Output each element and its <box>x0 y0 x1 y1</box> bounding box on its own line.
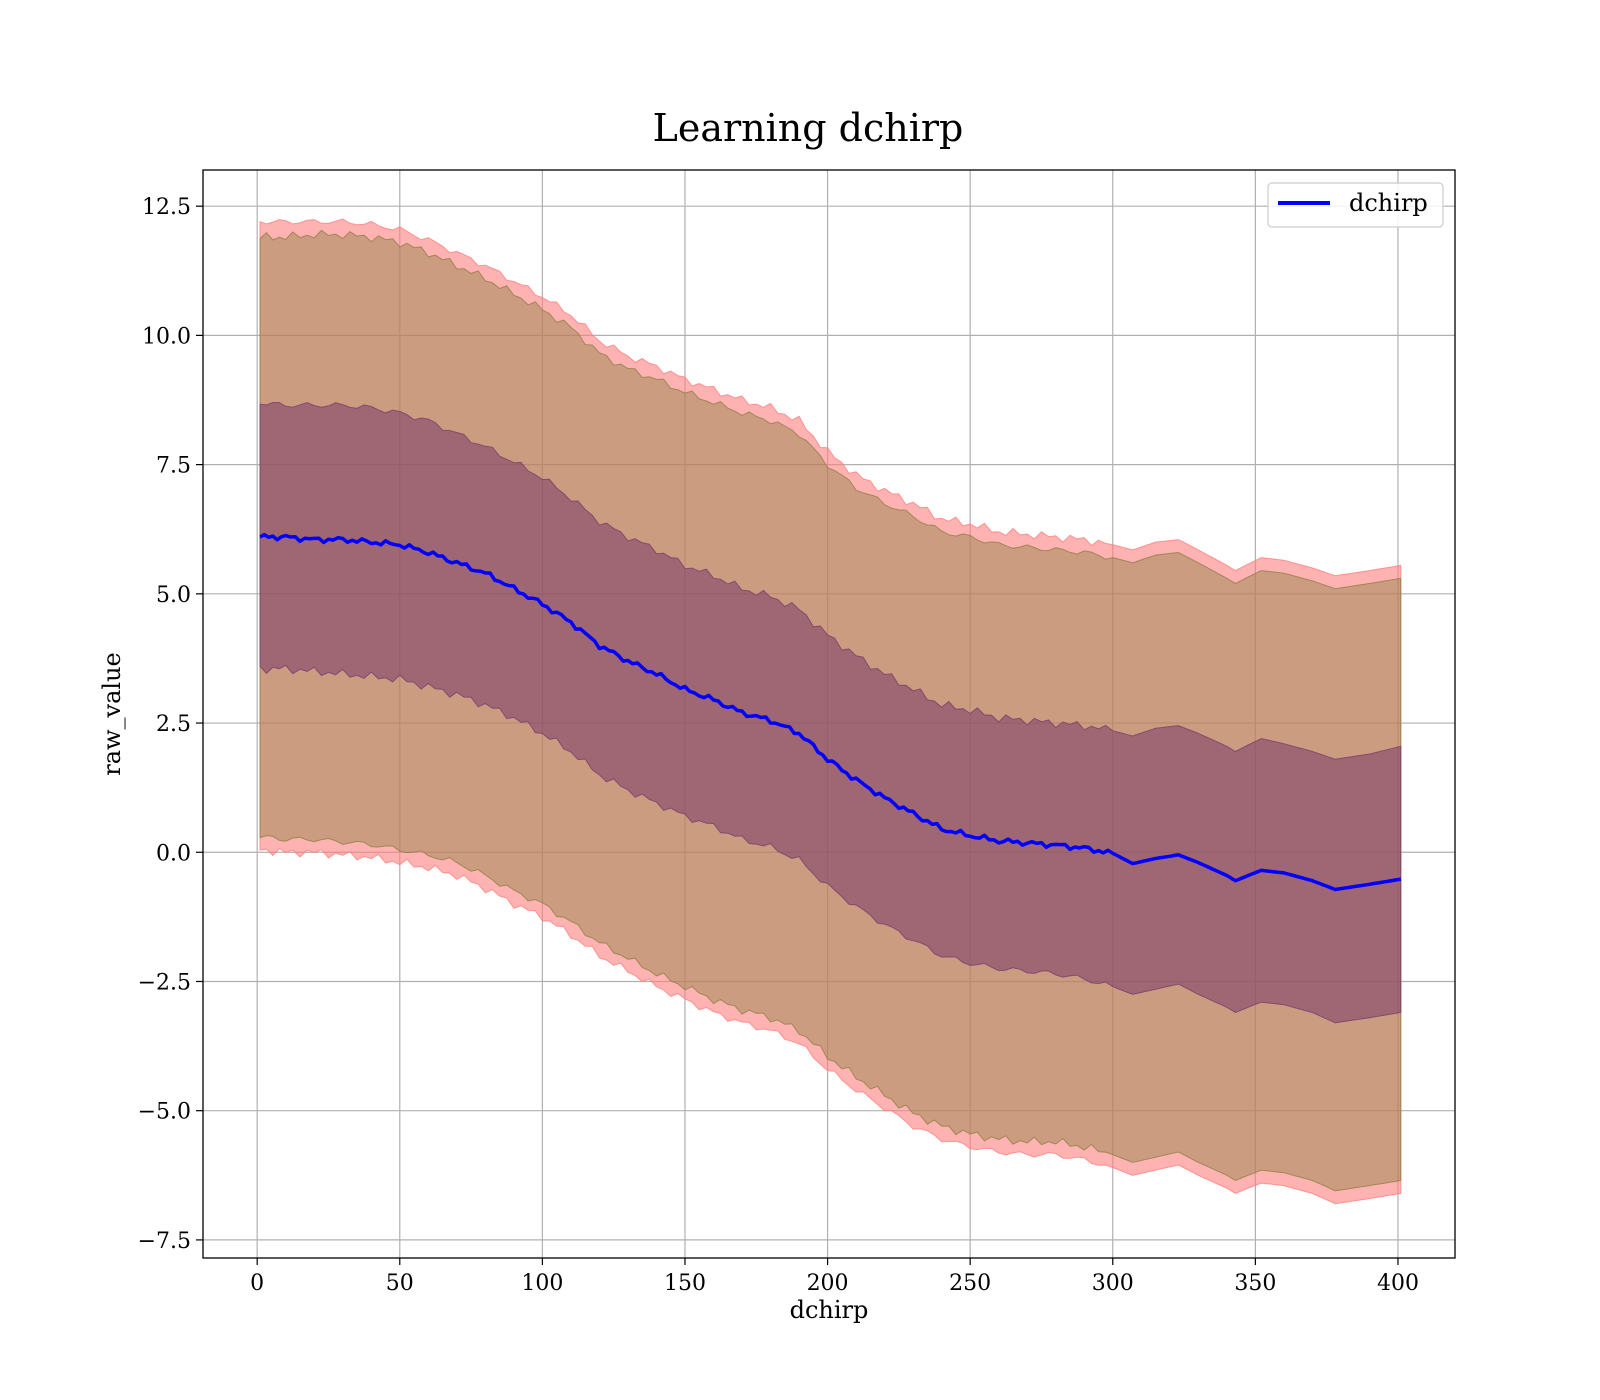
legend-entry-label: dchirp <box>1349 189 1428 217</box>
series-line-dchirp <box>259 532 1402 892</box>
legend-box <box>1267 182 1444 228</box>
x-axis-label: dchirp <box>790 1296 869 1324</box>
band-layer <box>259 218 1402 1205</box>
tick-layer: 0 50 100 150 200 250 300 350 400 −7.5 −5.0 −2.5 0.0 2… <box>138 195 1419 1296</box>
x-tick-label: 150 <box>664 1271 706 1296</box>
chart-title: Learning dchirp <box>653 106 964 150</box>
y-tick-label: 12.5 <box>142 195 191 220</box>
confidence-band <box>259 402 1402 1024</box>
x-tick-label: 50 <box>386 1271 414 1296</box>
x-tick-label: 200 <box>807 1271 849 1296</box>
x-tick-label: 0 <box>250 1271 264 1296</box>
x-tick-label: 300 <box>1092 1271 1134 1296</box>
x-tick-label: 350 <box>1234 1271 1276 1296</box>
y-tick-label: 0.0 <box>156 841 191 866</box>
y-tick-label: 10.0 <box>142 324 191 349</box>
y-tick-label: −5.0 <box>138 1100 191 1125</box>
x-tick-label: 250 <box>949 1271 991 1296</box>
series-layer <box>259 532 1402 892</box>
plot-frame <box>202 169 1456 1259</box>
y-tick-label: 5.0 <box>156 583 191 608</box>
x-tick-label: 100 <box>521 1271 563 1296</box>
legend: dchirp <box>1267 182 1444 228</box>
y-tick-label: 7.5 <box>156 454 191 479</box>
y-axis-label: raw_value <box>98 652 126 776</box>
y-tick-label: −2.5 <box>138 970 191 995</box>
y-tick-label: 2.5 <box>156 712 191 737</box>
x-tick-label: 400 <box>1377 1271 1419 1296</box>
y-tick-label: −7.5 <box>138 1229 191 1254</box>
